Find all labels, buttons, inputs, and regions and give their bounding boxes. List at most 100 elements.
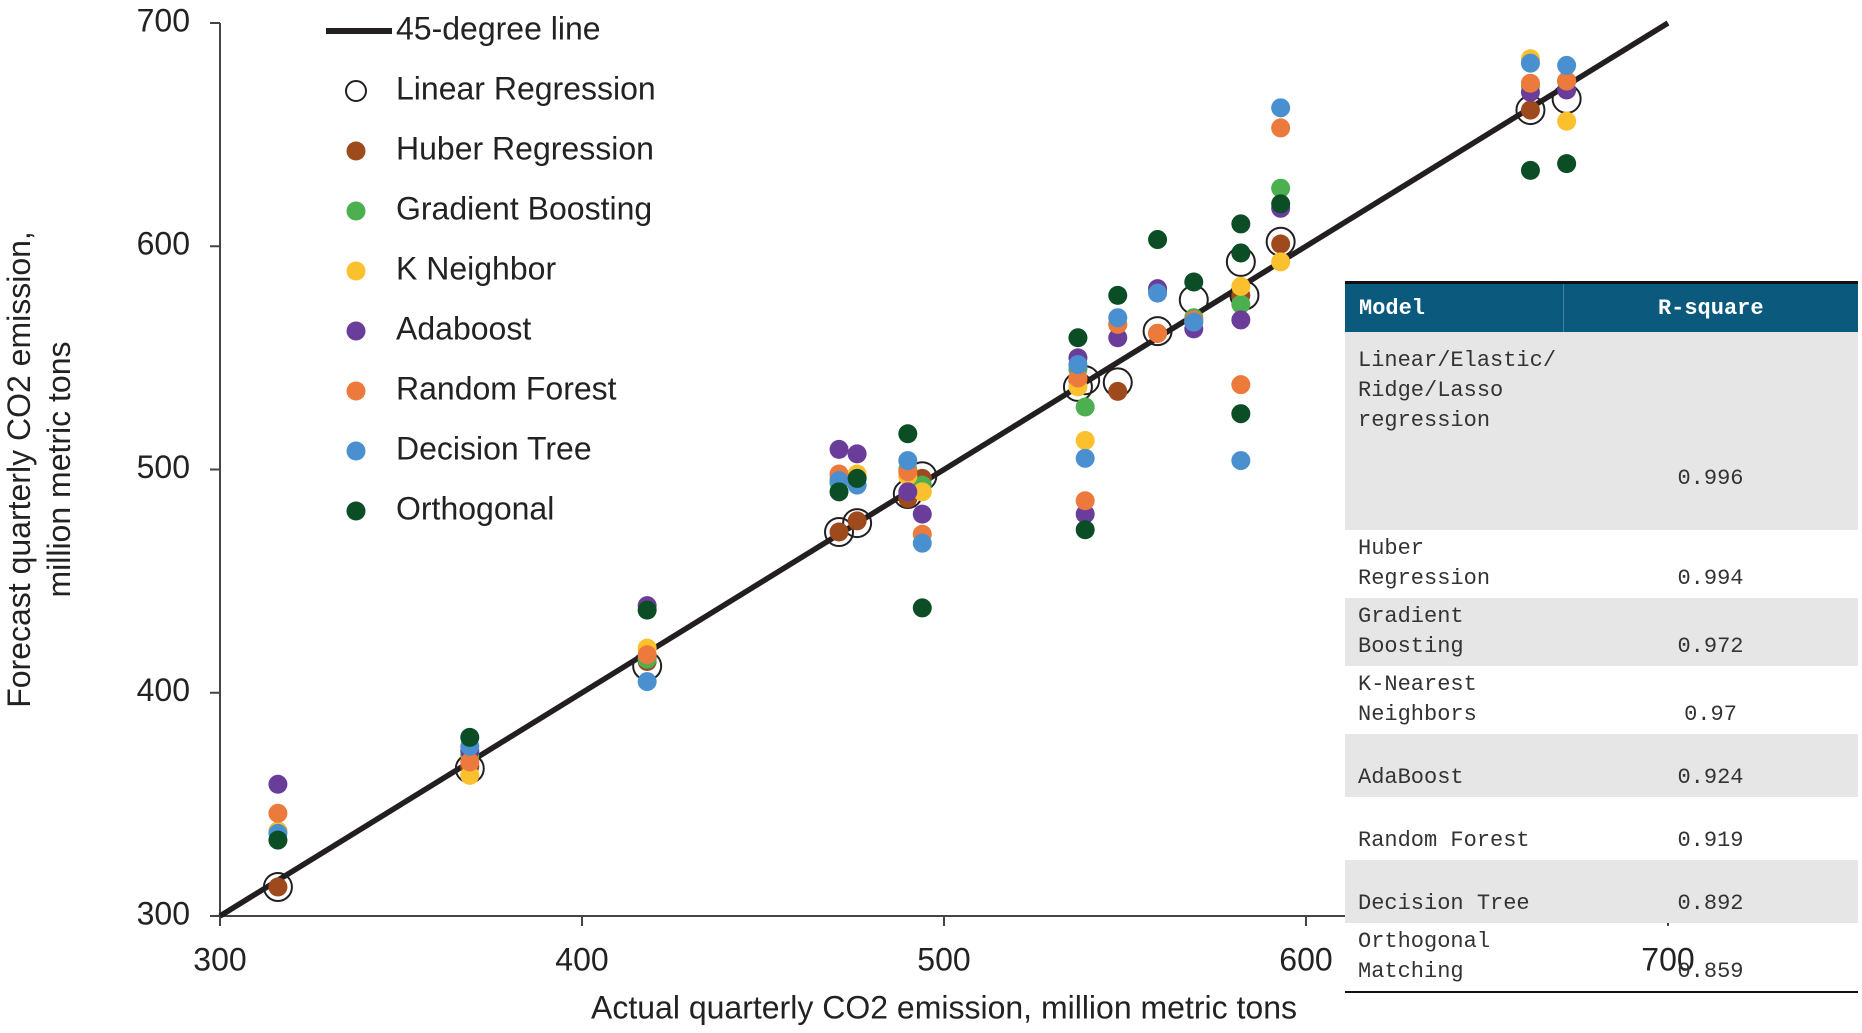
- point: [829, 439, 849, 459]
- point: [1271, 118, 1291, 138]
- point: [912, 533, 932, 553]
- point: [460, 765, 480, 785]
- point: [847, 444, 867, 464]
- model-cell: Linear/Elastic/Ridge/Lasso regression: [1345, 332, 1563, 530]
- y-tick-label: 700: [137, 2, 190, 38]
- legend-label: Orthogonal: [396, 490, 554, 526]
- legend-label: Decision Tree: [396, 430, 592, 466]
- point: [1075, 397, 1095, 417]
- point: [1557, 111, 1577, 131]
- point: [268, 830, 288, 850]
- model-cell: K-Nearest Neighbors: [1358, 672, 1477, 727]
- point: [637, 600, 657, 620]
- point: [1231, 451, 1251, 471]
- point: [637, 672, 657, 692]
- point: [1231, 310, 1251, 330]
- open-point: [842, 508, 873, 539]
- point: [1520, 53, 1540, 73]
- point: [898, 482, 918, 502]
- point: [268, 877, 288, 897]
- point: [1108, 328, 1128, 348]
- point: [898, 451, 918, 471]
- r-square-cell: 0.892: [1563, 860, 1858, 923]
- open-point: [262, 871, 293, 902]
- point: [1148, 230, 1168, 250]
- point: [268, 803, 288, 823]
- header-cell: R-square: [1562, 281, 1858, 332]
- model-cell: Random Forest: [1358, 828, 1530, 853]
- point: [1271, 234, 1291, 254]
- point: [1068, 368, 1088, 388]
- table-row: Huber Regression 0.994: [1345, 530, 1858, 598]
- open-point: [824, 517, 855, 548]
- r-square-cell: 0.996: [1563, 332, 1858, 530]
- point: [1231, 375, 1251, 395]
- point: [1108, 381, 1128, 401]
- point: [1557, 55, 1577, 75]
- point: [1557, 154, 1577, 174]
- point: [829, 482, 849, 502]
- point: [1557, 71, 1577, 91]
- point: [1148, 323, 1168, 343]
- x-tick-label: 600: [1279, 941, 1332, 977]
- point: [1148, 283, 1168, 303]
- legend-label: Linear Regression: [396, 70, 656, 106]
- point: [1075, 430, 1095, 450]
- point: [1231, 214, 1251, 234]
- table-row: Gradient Boosting 0.972: [1345, 598, 1858, 666]
- point: [1184, 272, 1204, 292]
- y-tick-label: 600: [137, 226, 190, 262]
- y-axis-title: Forecast quarterly CO2 emission, million …: [1, 231, 77, 708]
- legend-label: Huber Regression: [396, 130, 654, 166]
- model-cell: Decision Tree: [1345, 860, 1563, 923]
- point: [1271, 252, 1291, 272]
- point: [898, 424, 918, 444]
- point: [1271, 194, 1291, 214]
- table-row: K-Nearest Neighbors 0.97: [1345, 666, 1858, 734]
- point: [460, 752, 480, 772]
- legend-label: Adaboost: [396, 310, 531, 346]
- point: [1271, 98, 1291, 118]
- r-square-cell: 0.924: [1563, 734, 1858, 797]
- point: [912, 482, 932, 502]
- legend-swatch: [346, 441, 366, 461]
- r-square-table: Model R-square Linear/Elastic/Ridge/Lasso …: [1345, 281, 1858, 993]
- table-row: Orthogonal Matching 0.859: [1345, 923, 1858, 993]
- point: [847, 511, 867, 531]
- model-cell: Huber Regression: [1358, 536, 1491, 591]
- y-tick-label: 300: [137, 895, 190, 931]
- legend-swatch: [345, 80, 367, 102]
- point: [1068, 355, 1088, 375]
- point: [1184, 312, 1204, 332]
- point: [1108, 285, 1128, 305]
- legend-swatch: [346, 201, 366, 221]
- point: [1075, 504, 1095, 524]
- x-axis-title: Actual quarterly CO2 emission, million m…: [591, 989, 1297, 1025]
- point: [1231, 404, 1251, 424]
- r-square-cell: 0.994: [1677, 566, 1744, 591]
- x-tick-label: 300: [193, 941, 246, 977]
- point: [1075, 520, 1095, 540]
- r-square-cell: 0.97: [1684, 702, 1737, 727]
- point: [1075, 448, 1095, 468]
- header-cell: Model: [1345, 281, 1563, 332]
- legend-swatch: [346, 141, 366, 161]
- point: [1520, 73, 1540, 93]
- point: [637, 645, 657, 665]
- point: [1271, 178, 1291, 198]
- y-tick-label: 500: [137, 449, 190, 485]
- legend-swatch: [346, 381, 366, 401]
- point: [268, 774, 288, 794]
- legend-label: K Neighbor: [396, 250, 556, 286]
- legend-swatch: [346, 261, 366, 281]
- point: [912, 598, 932, 618]
- legend-label: 45-degree line: [396, 10, 601, 46]
- point: [847, 468, 867, 488]
- point: [1108, 308, 1128, 328]
- r-square-cell: 0.859: [1563, 923, 1858, 993]
- point: [1075, 491, 1095, 511]
- legend-label: Gradient Boosting: [396, 190, 652, 226]
- x-tick-label: 500: [917, 941, 970, 977]
- point: [1231, 294, 1251, 314]
